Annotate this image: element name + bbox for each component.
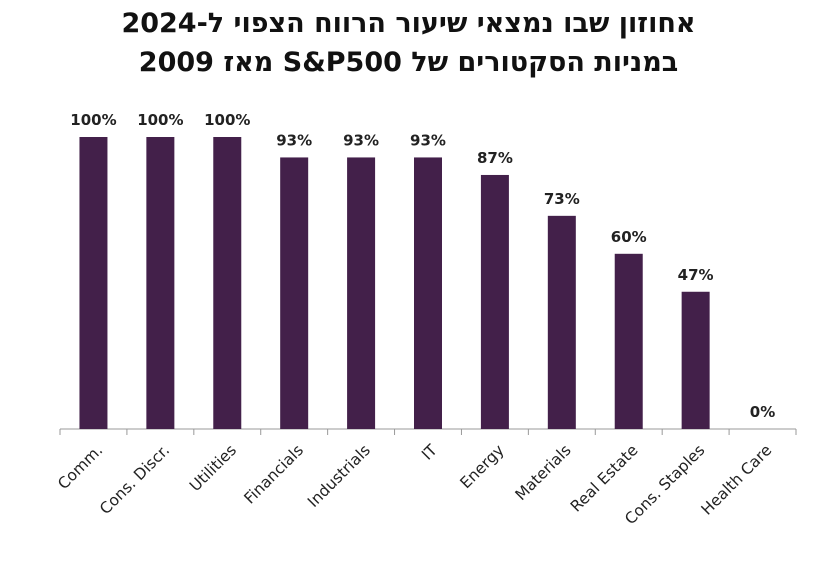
- bar-cons-staples: [681, 291, 710, 429]
- bar-materials: [547, 215, 576, 429]
- x-tick-label: Energy: [457, 441, 508, 492]
- data-label: 100%: [137, 111, 183, 129]
- data-label: 93%: [276, 131, 312, 149]
- x-tick-label: Comm.: [54, 441, 106, 493]
- data-label: 93%: [410, 131, 446, 149]
- data-label: 100%: [204, 111, 250, 129]
- bar-industrials: [347, 157, 376, 429]
- x-tick-label: Materials: [512, 441, 575, 504]
- x-tick-label: Industrials: [304, 441, 374, 511]
- x-tick-label: Cons. Discr.: [96, 441, 173, 518]
- bar-cons-discr: [146, 137, 175, 429]
- bar-financials: [280, 157, 309, 429]
- x-tick-label: Financials: [241, 441, 307, 507]
- x-tick-label: Utilities: [186, 441, 240, 495]
- data-label: 100%: [70, 111, 116, 129]
- x-tick-label: Real Estate: [567, 441, 642, 516]
- x-tick-label: Health Care: [698, 441, 776, 519]
- data-label: 73%: [544, 190, 580, 208]
- bar-real-estate: [614, 253, 643, 429]
- bar-utilities: [213, 137, 242, 429]
- data-label: 87%: [477, 149, 513, 167]
- bar-comm: [79, 137, 108, 429]
- data-label: 60%: [611, 228, 647, 246]
- data-label: 93%: [343, 131, 379, 149]
- x-tick-label: IT: [418, 441, 441, 464]
- data-label: 0%: [750, 403, 775, 421]
- chart-title-line-1: אחוזון שבו נמצאי שיעור הרווח הצפוי ל-202…: [121, 8, 696, 39]
- data-label: 47%: [678, 266, 714, 284]
- bar-energy: [480, 174, 509, 429]
- chart-title-line-2: במניות הסקטורים של S&P500 מאז 2009: [138, 47, 679, 78]
- bar-it: [414, 157, 442, 429]
